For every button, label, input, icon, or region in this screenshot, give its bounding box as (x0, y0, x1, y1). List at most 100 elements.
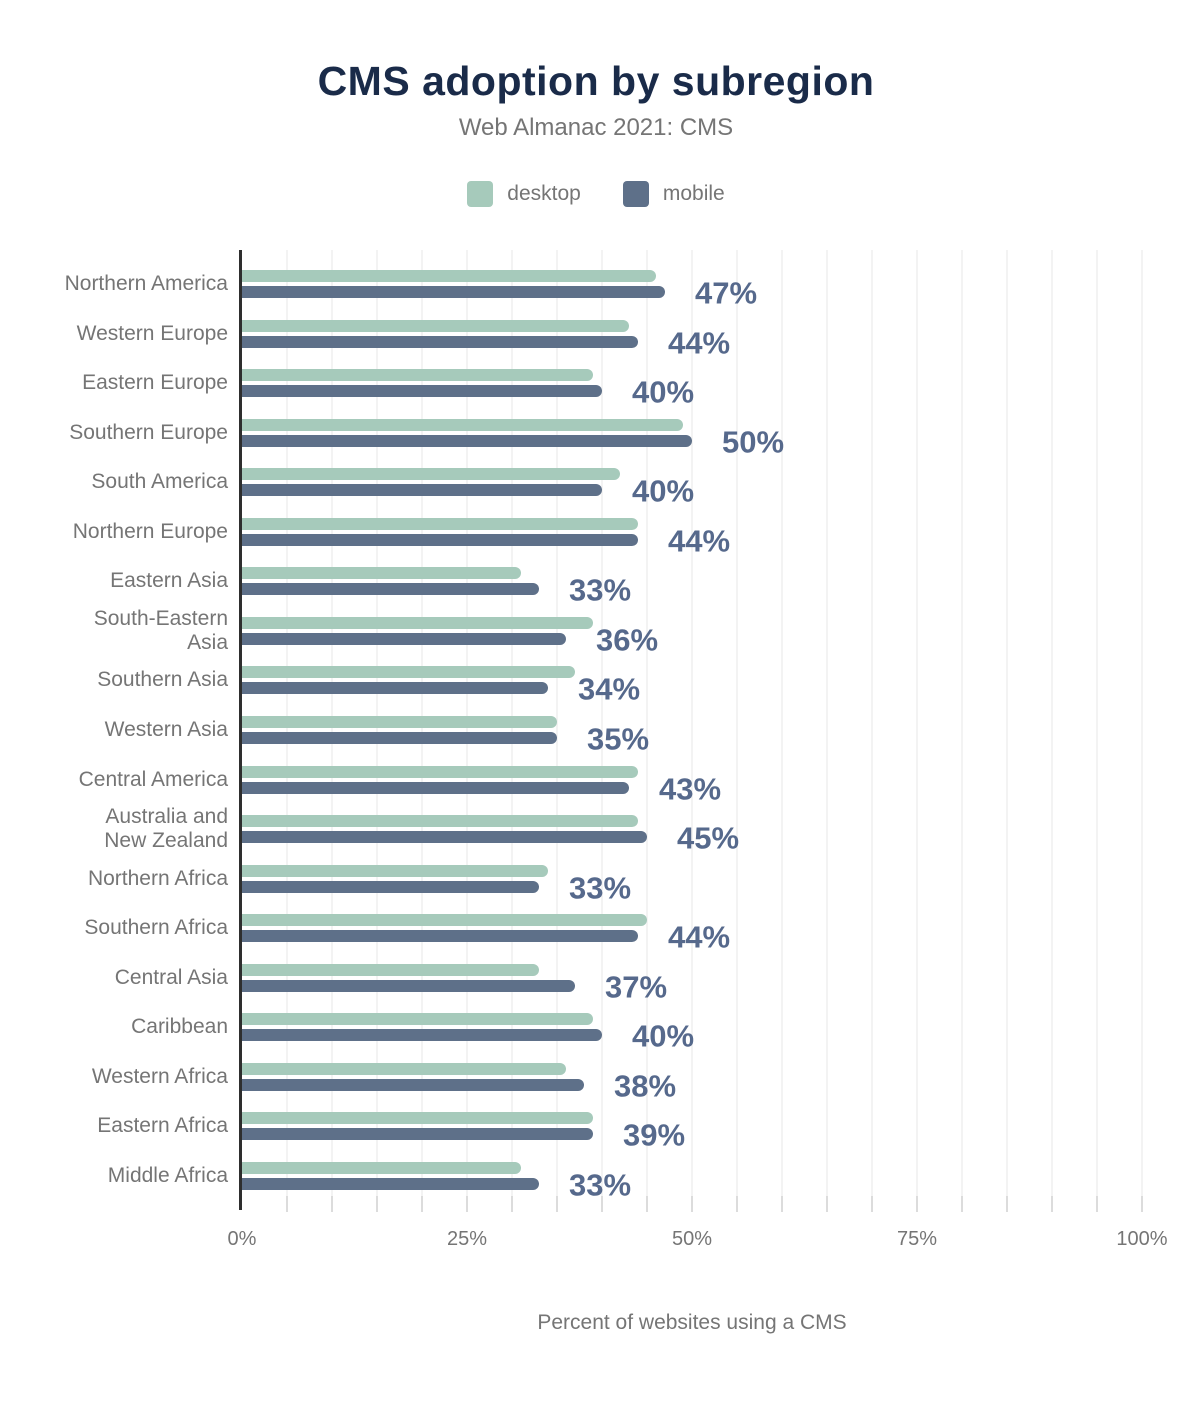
bar-mobile-16 (242, 1078, 584, 1091)
bar-mobile-8 (242, 682, 548, 695)
value-label-15: 40% (632, 1018, 695, 1054)
category-label-12: Northern Africa (87, 866, 228, 890)
value-label-8: 34% (578, 671, 641, 707)
axis-tick (691, 1196, 693, 1212)
axis-tick (916, 1196, 918, 1212)
category-label-8: Southern Asia (97, 668, 228, 692)
gridline (691, 250, 693, 1208)
category-label-11: Australia and New Zealand (104, 805, 228, 853)
axis-tick (421, 1196, 423, 1212)
value-label-18: 33% (569, 1167, 632, 1203)
y-axis-line (239, 250, 242, 1210)
bar-desktop-2 (242, 369, 593, 382)
bar-desktop-12 (242, 864, 548, 877)
category-label-9: Western Asia (104, 717, 228, 741)
bar-desktop-18 (242, 1161, 521, 1174)
value-label-11: 45% (677, 820, 740, 856)
bar-mobile-7 (242, 632, 566, 645)
value-label-17: 39% (623, 1117, 686, 1153)
mobile-swatch-icon (622, 181, 649, 207)
value-label-10: 43% (659, 771, 722, 806)
chart-subtitle: Web Almanac 2021: CMS (458, 114, 734, 141)
category-label-13: Southern Africa (84, 916, 228, 940)
bar-mobile-12 (242, 880, 539, 893)
bar-desktop-13 (242, 914, 647, 927)
bar-desktop-5 (242, 517, 638, 530)
gridline (646, 250, 648, 1208)
value-label-4: 40% (632, 473, 695, 509)
category-label-4: South America (91, 470, 228, 494)
value-label-2: 40% (632, 374, 695, 410)
x-tick-label-25%: 25% (446, 1228, 488, 1250)
bar-mobile-11 (242, 831, 647, 844)
axis-tick (601, 1196, 603, 1212)
bar-desktop-0 (242, 270, 656, 282)
x-tick-label-0%: 0% (227, 1228, 257, 1250)
bar-mobile-5 (242, 533, 638, 546)
bar-desktop-9 (242, 715, 557, 728)
bar-mobile-1 (242, 335, 638, 348)
bar-desktop-6 (242, 567, 521, 580)
gridline (916, 250, 918, 1208)
axis-tick (1006, 1196, 1008, 1212)
gridline (376, 250, 378, 1208)
axis-tick (646, 1196, 648, 1212)
gridline (736, 250, 738, 1208)
gridline (466, 250, 468, 1208)
category-label-16: Western Africa (91, 1064, 228, 1088)
axis-tick (286, 1196, 288, 1212)
bar-mobile-3 (242, 434, 692, 447)
value-label-1: 44% (668, 325, 731, 361)
value-label-16: 38% (614, 1068, 677, 1104)
value-label-14: 37% (605, 969, 668, 1005)
bar-desktop-1 (242, 319, 629, 332)
bar-mobile-10 (242, 781, 629, 794)
category-label-17: Eastern Africa (97, 1114, 228, 1138)
gridline (826, 250, 828, 1208)
legend-label-mobile: mobile (662, 182, 725, 205)
value-label-6: 33% (569, 572, 632, 608)
value-label-9: 35% (587, 721, 650, 757)
bar-desktop-16 (242, 1062, 566, 1075)
x-tick-label-75%: 75% (896, 1228, 938, 1250)
gridline (1096, 250, 1098, 1208)
bar-mobile-2 (242, 385, 602, 398)
category-label-14: Central Asia (114, 965, 228, 989)
bar-desktop-10 (242, 765, 638, 778)
plot-area: 47% 44% 40% 50% 40% 44% 33% 36% 34% 35% 43% 45% 33% 4… (242, 250, 1143, 1212)
bar-mobile-18 (242, 1177, 539, 1190)
axis-tick (556, 1196, 558, 1212)
gridline (1141, 250, 1143, 1208)
x-tick-label-100%: 100% (1116, 1228, 1168, 1250)
axis-tick (871, 1196, 873, 1212)
bar-mobile-6 (242, 583, 539, 596)
bar-desktop-14 (242, 963, 539, 976)
bar-desktop-8 (242, 666, 575, 679)
bar-mobile-4 (242, 484, 602, 497)
category-label-5: Northern Europe (72, 519, 228, 543)
axis-tick (736, 1196, 738, 1212)
value-label-5: 44% (668, 523, 731, 559)
legend-item-mobile: mobile (622, 181, 725, 207)
bar-mobile-13 (242, 930, 638, 943)
axis-tick (781, 1196, 783, 1212)
x-axis-title: Percent of websites using a CMS (537, 1311, 847, 1334)
x-tick-label-50%: 50% (671, 1228, 713, 1250)
axis-tick (511, 1196, 513, 1212)
bar-mobile-0 (242, 286, 665, 298)
category-label-3: Southern Europe (69, 420, 228, 444)
gridline (601, 250, 603, 1208)
bar-mobile-17 (242, 1128, 593, 1141)
chart-legend: desktop mobile (0, 181, 1192, 207)
axis-tick (1096, 1196, 1098, 1212)
gridline (781, 250, 783, 1208)
legend-item-desktop: desktop (467, 181, 581, 207)
category-label-1: Western Europe (76, 321, 228, 345)
axis-tick (826, 1196, 828, 1212)
value-label-7: 36% (596, 622, 659, 658)
bar-desktop-17 (242, 1112, 593, 1125)
category-label-7: South-Eastern Asia (93, 606, 228, 654)
category-label-10: Central America (78, 767, 228, 791)
gridline (556, 250, 558, 1208)
